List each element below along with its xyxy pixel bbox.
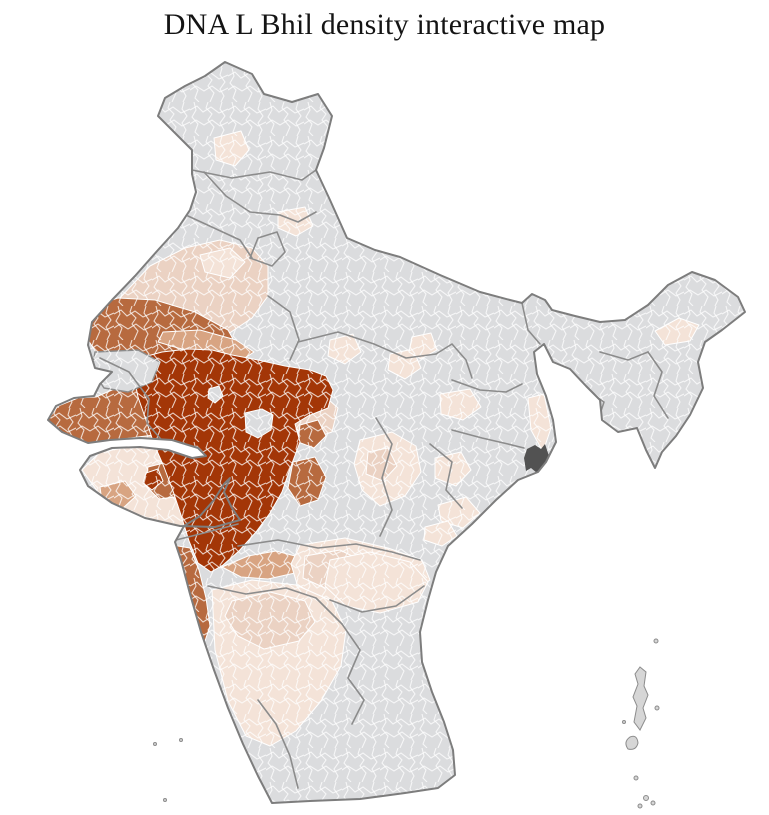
map-title: DNA L Bhil density interactive map bbox=[163, 8, 606, 41]
state-borders bbox=[99, 169, 669, 789]
andaman-nicobar-islands[interactable] bbox=[622, 638, 660, 809]
india-outline bbox=[47, 61, 746, 804]
lakshadweep-islands[interactable] bbox=[153, 738, 183, 802]
district-borders-mesh bbox=[48, 62, 745, 803]
